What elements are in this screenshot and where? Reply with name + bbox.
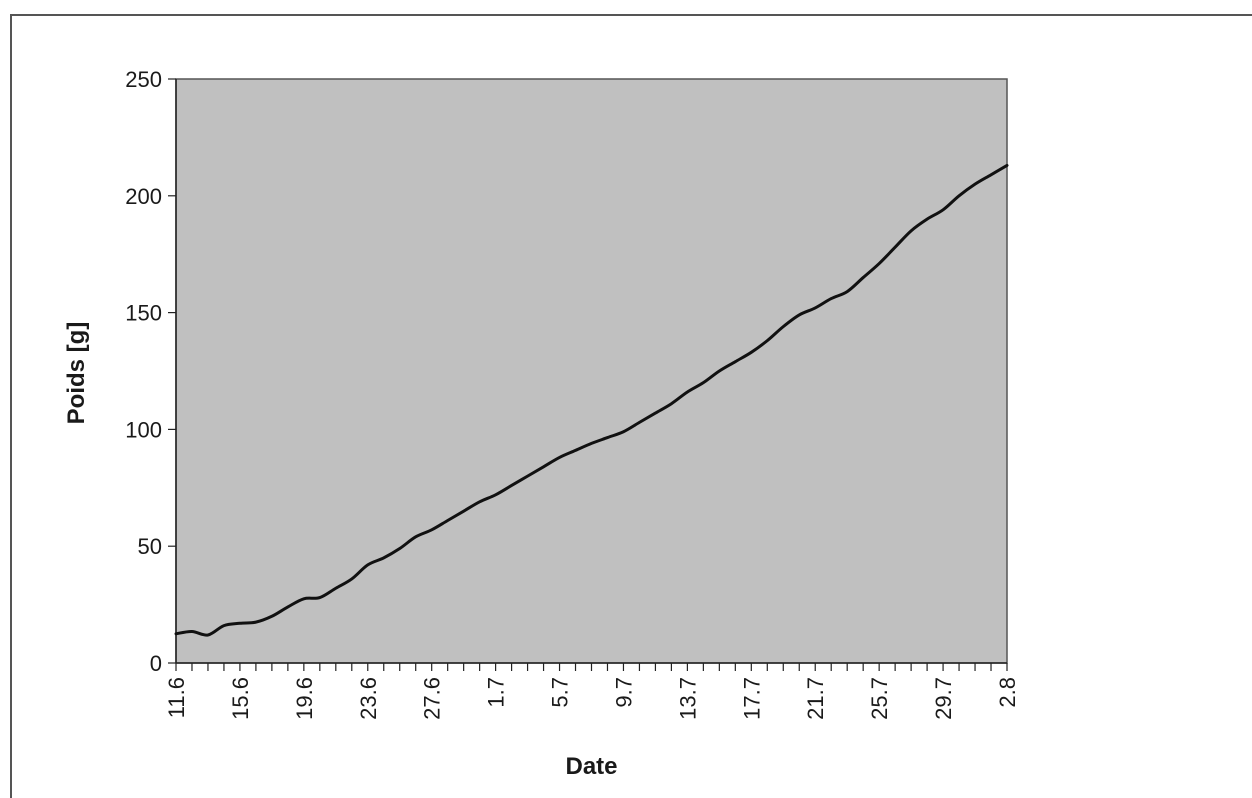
x-tick-label: 23.6: [356, 677, 381, 720]
x-tick-label: 1.7: [484, 677, 509, 708]
x-tick-label: 5.7: [548, 677, 573, 708]
y-axis: 0 50 100 150 200 250: [125, 67, 177, 676]
x-tick-label: 29.7: [931, 677, 956, 720]
frame-left-border: [10, 14, 12, 798]
y-tick-label: 200: [125, 184, 162, 209]
y-axis-title: Poids [g]: [63, 322, 90, 425]
y-tick-label: 100: [125, 417, 162, 442]
x-axis-title: Date: [565, 753, 617, 780]
plot-area: [175, 78, 1008, 664]
series-line: [174, 163, 1009, 637]
y-tick-label: 50: [138, 534, 162, 559]
y-tick-label: 150: [125, 301, 162, 326]
x-tick-label: 25.7: [867, 677, 892, 720]
x-tick-label: 27.6: [420, 677, 445, 720]
y-tick-label: 0: [150, 651, 162, 676]
x-tick-label: 11.6: [164, 677, 189, 718]
x-tick-label: 21.7: [803, 677, 828, 720]
frame-top-border: [10, 14, 1252, 16]
x-tick-label: 13.7: [675, 677, 700, 720]
x-tick-label: 19.6: [292, 677, 317, 720]
y-tick-label: 250: [125, 67, 162, 92]
x-tick-label: 2.8: [995, 677, 1020, 708]
x-tick-label: 17.7: [739, 677, 764, 720]
x-axis-ticks: [175, 663, 1008, 671]
x-tick-label: 9.7: [611, 677, 636, 708]
x-axis: 11.6 15.6 19.6 23.6 27.6 1.7 5.7 9.7 13.7 17.7 21.…: [164, 662, 1020, 720]
x-tick-label: 15.6: [228, 677, 253, 720]
